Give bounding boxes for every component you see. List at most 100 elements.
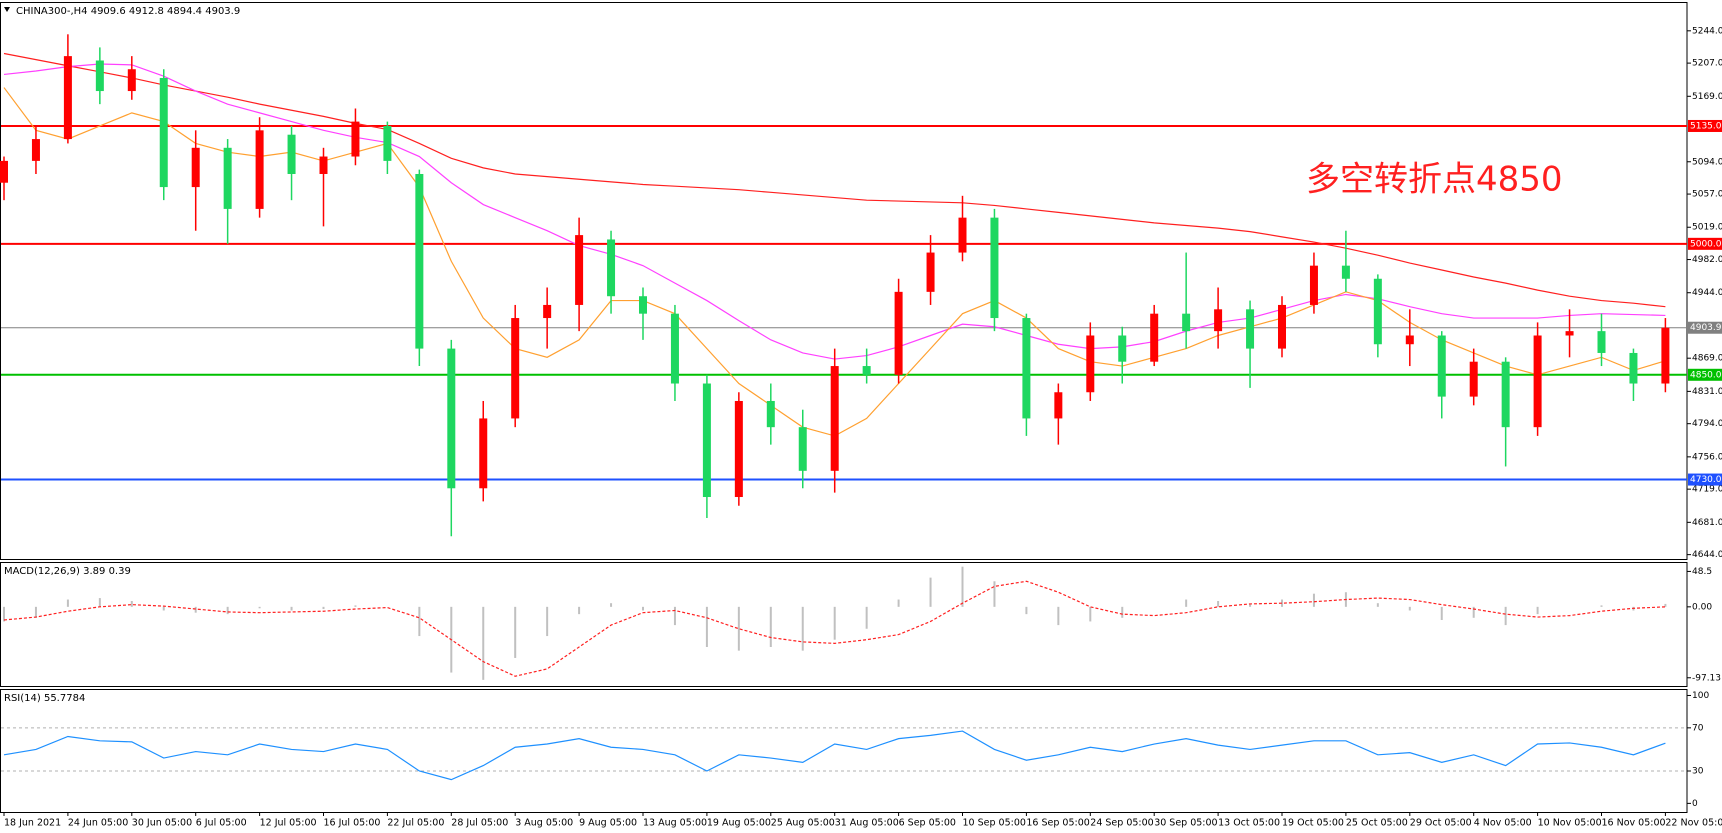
y-tick-label: 5207.0 <box>1692 59 1722 69</box>
candle-body <box>958 217 967 253</box>
panel-title: RSI(14) 55.7784 <box>4 693 85 704</box>
y-tick-label: 4756.0 <box>1692 452 1722 462</box>
macd-bar <box>1281 599 1283 607</box>
candle-body <box>1501 361 1510 428</box>
macd-bar <box>1185 599 1188 607</box>
x-tick-label: 12 Jul 05:00 <box>260 818 317 829</box>
candle-body <box>351 121 360 157</box>
candle-body <box>1437 335 1446 397</box>
candle-body <box>479 418 488 489</box>
candle-body <box>127 69 136 92</box>
macd-bar <box>578 606 581 615</box>
macd-bar <box>1504 606 1507 626</box>
candle-body <box>1533 335 1542 428</box>
candle-body <box>223 147 232 209</box>
candle-body <box>1469 361 1478 397</box>
x-tick-label: 18 Jun 2021 <box>4 818 61 829</box>
candle-body <box>830 366 839 471</box>
macd-bar <box>673 606 676 626</box>
x-tick-label: 10 Nov 05:00 <box>1538 818 1602 829</box>
macd-bar <box>1376 603 1379 607</box>
candle-body <box>734 400 743 498</box>
x-tick-label: 24 Jun 05:00 <box>68 818 128 829</box>
level-box <box>1688 119 1722 132</box>
x-tick-label: 30 Jun 05:00 <box>132 818 192 829</box>
macd-bar <box>833 606 836 640</box>
macd-bar <box>1121 606 1124 618</box>
candle-body <box>0 160 8 183</box>
macd-bar <box>642 606 644 611</box>
indicator-line <box>3 730 1666 781</box>
panel-frame <box>0 562 1688 687</box>
candle-body <box>543 304 552 319</box>
candle-body <box>670 313 679 384</box>
macd-bar <box>929 577 932 607</box>
candle-body <box>1597 331 1606 353</box>
level-label: 5000.0 <box>1690 239 1722 249</box>
macd-bar <box>258 606 261 609</box>
x-tick-label: 16 Sep 05:00 <box>1026 818 1089 829</box>
macd-bar <box>1408 606 1411 611</box>
macd-bar <box>226 606 229 615</box>
macd-bar <box>1025 606 1028 615</box>
macd-bar <box>418 606 421 637</box>
y-tick-label: 30 <box>1692 767 1704 777</box>
y-tick-label: 5169.0 <box>1692 92 1722 102</box>
level-box <box>1688 473 1722 486</box>
y-tick-label: 48.5 <box>1692 567 1712 577</box>
x-tick-label: 22 Nov 05:00 <box>1665 818 1722 829</box>
candle-body <box>766 400 775 428</box>
menu-arrow[interactable] <box>4 7 10 12</box>
candle-body <box>1214 309 1223 332</box>
candle-body <box>511 318 520 419</box>
candle-body <box>191 147 200 188</box>
macd-bar <box>1249 604 1252 607</box>
y-tick-label: 0.00 <box>1692 602 1712 612</box>
y-tick-label: 70 <box>1692 723 1704 733</box>
level-label: 4903.9 <box>1690 323 1722 333</box>
candle-body <box>1022 318 1031 419</box>
candle-body <box>862 366 871 375</box>
macd-bar <box>993 581 996 607</box>
candle-body <box>319 156 328 174</box>
macd-bar <box>322 606 325 610</box>
y-tick-label: 4982.0 <box>1692 255 1722 265</box>
macd-bar <box>546 606 549 637</box>
y-tick-label: 100 <box>1692 691 1709 701</box>
x-tick-label: 16 Nov 05:00 <box>1602 818 1666 829</box>
x-tick-label: 29 Oct 05:00 <box>1410 818 1472 829</box>
macd-bar <box>34 606 37 618</box>
x-tick-label: 19 Aug 05:00 <box>707 818 771 829</box>
y-tick-label: 4644.0 <box>1692 550 1722 560</box>
candle-body <box>287 134 296 174</box>
candle-body <box>607 239 616 297</box>
macd-bar <box>98 598 101 607</box>
macd-bar <box>1664 603 1667 607</box>
panel-title: CHINA300-,H4 4909.6 4912.8 4894.4 4903.9 <box>16 6 240 17</box>
candle-body <box>31 139 40 161</box>
macd-bar <box>1536 606 1539 615</box>
y-tick-label: -97.13 <box>1692 673 1721 683</box>
candle-body <box>415 173 424 349</box>
x-tick-label: 3 Aug 05:00 <box>515 818 573 829</box>
annotation: 多空转折点4850 <box>1306 160 1563 200</box>
candle-body <box>159 77 168 188</box>
x-tick-label: 30 Sep 05:00 <box>1154 818 1217 829</box>
macd-bar <box>1472 606 1475 618</box>
candle-body <box>1054 392 1063 419</box>
x-tick-label: 19 Oct 05:00 <box>1282 818 1344 829</box>
x-tick-label: 31 Aug 05:00 <box>835 818 899 829</box>
candle-body <box>1086 335 1095 393</box>
candle-body <box>1661 327 1670 384</box>
x-tick-label: 28 Jul 05:00 <box>451 818 508 829</box>
y-tick-label: 4831.0 <box>1692 387 1722 397</box>
y-tick-label: 0 <box>1692 799 1698 809</box>
candle-body <box>1118 335 1127 362</box>
macd-bar <box>3 606 5 622</box>
candle-body <box>990 217 999 319</box>
candle-body <box>1309 265 1318 305</box>
candle-body <box>1150 313 1159 362</box>
candle-body <box>95 60 104 92</box>
candle-body <box>1629 352 1638 384</box>
